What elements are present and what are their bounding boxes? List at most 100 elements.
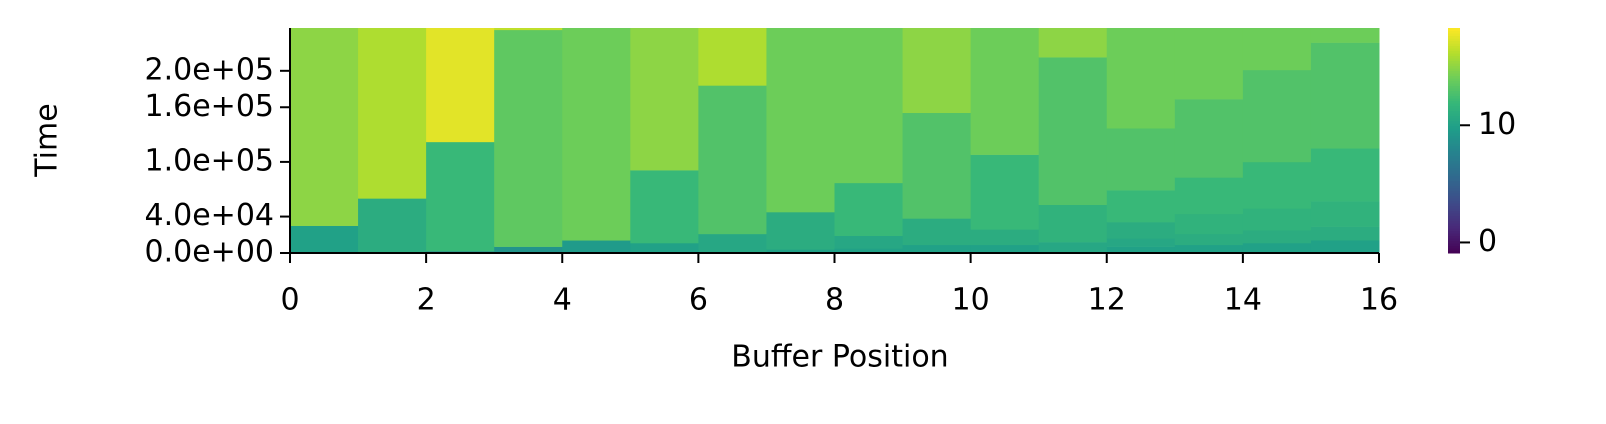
heat-cell [630,28,699,171]
colorbar-segment [1448,205,1460,209]
heat-cell [290,28,359,226]
colorbar-segment [1448,70,1460,74]
heat-cell [902,218,972,246]
colorbar-segment [1448,90,1460,94]
heat-cell [1242,28,1312,71]
colorbar-segment [1448,60,1460,64]
colorbar-segment [1448,53,1460,56]
y-tick-label: 2.0e+05 [145,52,274,87]
colorbar-segment [1448,33,1460,36]
heat-cell [1242,230,1312,244]
heat-cell [630,170,699,244]
x-tick-label: 16 [1360,283,1398,318]
heat-cell [766,249,835,254]
colorbar-segment [1448,183,1460,186]
colorbar-segment [1448,243,1460,246]
heat-cell [1106,246,1176,254]
colorbar-segment [1448,198,1460,201]
colorbar-segment [1448,245,1460,249]
colorbar-segment [1448,213,1460,216]
heat-cell [1242,161,1312,209]
colorbar-segment [1448,78,1460,81]
colorbar-segment [1448,195,1460,199]
heat-cell [902,28,972,114]
heat-cell [494,246,563,254]
colorbar-segment [1448,63,1460,66]
heat-cell [698,28,767,86]
colorbar-segment [1448,100,1460,104]
colorbar-segment [1448,178,1460,181]
colorbar-segment [1448,73,1460,76]
x-tick-label: 8 [825,283,844,318]
colorbar-segment [1448,170,1460,174]
colorbar-segment [1448,113,1460,116]
colorbar-segment [1448,93,1460,96]
colorbar-segment [1448,123,1460,126]
colorbar-segment [1448,235,1460,239]
heat-cell [1038,28,1108,58]
x-tick-label: 4 [553,283,572,318]
heat-cell [358,28,427,199]
heat-cell [1174,99,1244,178]
heat-cell [1038,242,1108,254]
colorbar-segment [1448,228,1460,231]
colorbar-segment [1448,50,1460,54]
colorbar-segment [1448,225,1460,229]
heat-cell [290,225,359,254]
y-tick-label: 4.0e+04 [145,198,274,233]
colorbar-segment [1448,133,1460,136]
colorbar-segment [1448,108,1460,111]
heat-cell [970,154,1040,230]
y-axis-label: Time [30,103,65,177]
colorbar-segment [1448,160,1460,164]
colorbar-segment [1448,145,1460,149]
heat-cell [1106,222,1176,239]
heat-cell [1310,28,1380,43]
heat-cell [766,212,835,250]
heat-cell [902,244,972,254]
heat-cell [1106,238,1176,247]
colorbar-segment [1448,188,1460,191]
heat-cell [1174,213,1244,235]
colorbar-segment [1448,238,1460,241]
heat-cell [970,244,1040,254]
colorbar-segment [1448,143,1460,146]
colorbar-segment [1448,125,1460,129]
colorbar-segment [1448,150,1460,154]
heat-cell [698,85,767,235]
colorbar-segment [1448,230,1460,234]
heat-cell [1174,177,1244,215]
colorbar-segment [1448,35,1460,39]
colorbar-segment [1448,233,1460,236]
colorbar-segment [1448,175,1460,179]
colorbar-segment [1448,200,1460,204]
heat-cell [1242,69,1312,163]
colorbar-segment [1448,40,1460,44]
colorbar-segment [1448,103,1460,106]
colorbar-segment [1448,58,1460,61]
x-tick-label: 6 [689,283,708,318]
x-tick-label: 0 [280,283,299,318]
heat-cell [562,240,631,254]
colorbar-segment [1448,45,1460,49]
heat-cell [1310,42,1380,149]
colorbar-segment [1448,208,1460,211]
colorbar-segment [1448,215,1460,219]
x-tick-label: 12 [1088,283,1126,318]
heat-cell [1310,240,1380,254]
colorbar-segment [1448,75,1460,79]
colorbar-segment [1448,83,1460,86]
colorbar-segment [1448,128,1460,131]
colorbar-segment [1448,28,1460,31]
heat-cell [1242,208,1312,231]
colorbar-segment [1448,153,1460,156]
colorbar-tick-label: 10 [1478,107,1516,142]
colorbar-segment [1448,158,1460,161]
y-tick-label: 0.0e+00 [145,235,274,270]
colorbar-segment [1448,110,1460,114]
colorbar-tick-label: 0 [1478,224,1497,259]
colorbar-segment [1448,218,1460,221]
x-tick-label: 14 [1224,283,1262,318]
colorbar-segment [1448,30,1460,34]
colorbar-segment [1448,95,1460,99]
